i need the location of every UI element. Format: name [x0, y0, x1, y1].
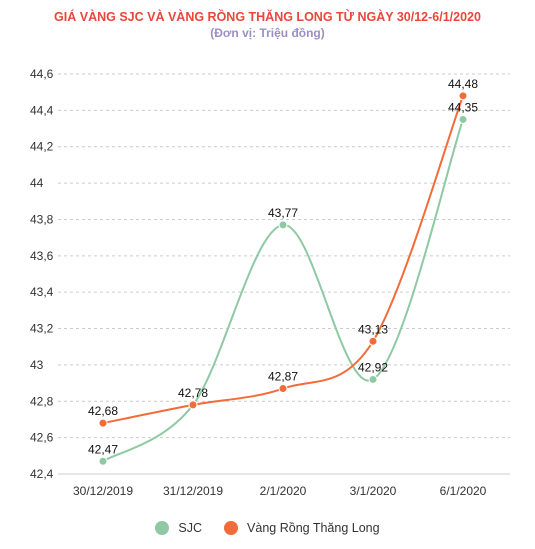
y-tick-label: 44: [30, 176, 44, 190]
data-label-sjc: 42,92: [358, 360, 388, 374]
data-label-sjc: 42,78: [178, 386, 208, 400]
data-label-rong-thang-long: 42,87: [268, 370, 298, 384]
y-tick-label: 44,4: [30, 103, 54, 117]
x-tick-label: 6/1/2020: [440, 484, 487, 498]
data-point-rong-thang-long: [368, 336, 378, 346]
data-point-rong-thang-long: [188, 400, 198, 410]
legend-label-sjc: SJC: [178, 521, 203, 535]
chart-subtitle: (Đơn vị: Triệu đồng): [210, 26, 325, 40]
data-label-rong-thang-long: 42,68: [88, 404, 118, 418]
y-tick-label: 44,2: [30, 140, 54, 154]
legend-item-sjc[interactable]: SJC: [155, 521, 202, 535]
data-point-rong-thang-long: [278, 384, 288, 394]
legend-label-rong-thang-long: Vàng Rồng Thăng Long: [247, 521, 380, 535]
data-point-sjc: [458, 114, 468, 124]
y-tick-label: 42,4: [30, 467, 54, 481]
data-label-rong-thang-long: 43,13: [358, 322, 388, 336]
x-tick-label: 30/12/2019: [73, 484, 133, 498]
y-tick-label: 42,6: [30, 431, 54, 445]
legend-marker-rong-thang-long: [224, 521, 239, 535]
data-label-sjc: 44,35: [448, 100, 478, 114]
legend-item-rong-thang-long[interactable]: Vàng Rồng Thăng Long: [224, 521, 380, 535]
data-point-sjc: [98, 456, 108, 466]
y-tick-label: 44,6: [30, 67, 54, 81]
legend-marker-sjc: [155, 521, 170, 535]
data-label-sjc: 42,47: [88, 442, 118, 456]
data-label-rong-thang-long: 44,48: [448, 77, 478, 91]
legend: SJC Vàng Rồng Thăng Long: [0, 521, 535, 535]
y-tick-label: 43: [30, 358, 44, 372]
y-tick-label: 43,2: [30, 322, 54, 336]
y-tick-label: 43,6: [30, 249, 54, 263]
x-tick-label: 2/1/2020: [260, 484, 307, 498]
y-tick-label: 43,8: [30, 212, 54, 226]
data-point-sjc: [368, 374, 378, 384]
y-tick-label: 43,4: [30, 285, 54, 299]
data-point-sjc: [278, 220, 288, 230]
x-tick-label: 31/12/2019: [163, 484, 223, 498]
x-tick-label: 3/1/2020: [350, 484, 397, 498]
y-tick-label: 42,8: [30, 394, 54, 408]
chart-title: GIÁ VÀNG SJC VÀ VÀNG RỒNG THĂNG LONG TỪ …: [54, 10, 481, 24]
data-point-rong-thang-long: [98, 418, 108, 428]
series-line-sjc: [102, 119, 464, 463]
data-label-sjc: 43,77: [268, 206, 298, 220]
series-line-rong-thang-long: [102, 95, 464, 425]
data-point-rong-thang-long: [458, 91, 468, 101]
